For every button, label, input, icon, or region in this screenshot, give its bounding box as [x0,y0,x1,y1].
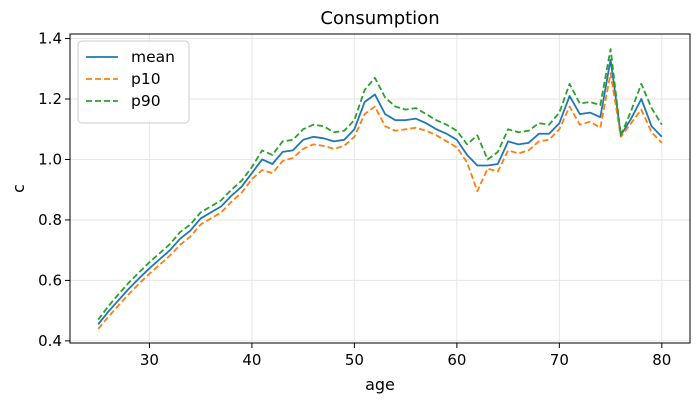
x-tick-label: 70 [550,351,569,369]
legend-label-mean: mean [131,48,175,66]
y-axis-label: c [9,184,28,193]
x-tick-label: 60 [447,351,466,369]
legend-box [77,40,190,124]
y-tick-label: 0.4 [38,332,62,350]
y-tick-label: 1.0 [38,150,62,168]
x-tick-label: 80 [652,351,671,369]
axis-ticks: 30 40 50 60 70 80 0.4 0.6 0.8 1.0 1.2 1.4 [38,30,671,369]
series-line-p90 [97,48,663,321]
x-tick-label: 50 [345,351,364,369]
y-tick-label: 1.4 [38,30,62,48]
legend-label-p90: p90 [131,92,161,110]
y-tick-label: 1.2 [38,90,62,108]
y-tick-label: 0.8 [38,211,62,229]
series-line-mean [97,58,663,325]
legend-label-p10: p10 [131,70,161,88]
legend: mean p10 p90 [77,40,190,124]
x-tick-label: 40 [242,351,261,369]
x-axis-label: age [365,375,395,394]
y-tick-label: 0.6 [38,271,62,289]
series-layer [97,48,663,330]
chart-title: Consumption [320,8,439,29]
x-tick-label: 30 [140,351,159,369]
plot-frame [69,33,691,344]
